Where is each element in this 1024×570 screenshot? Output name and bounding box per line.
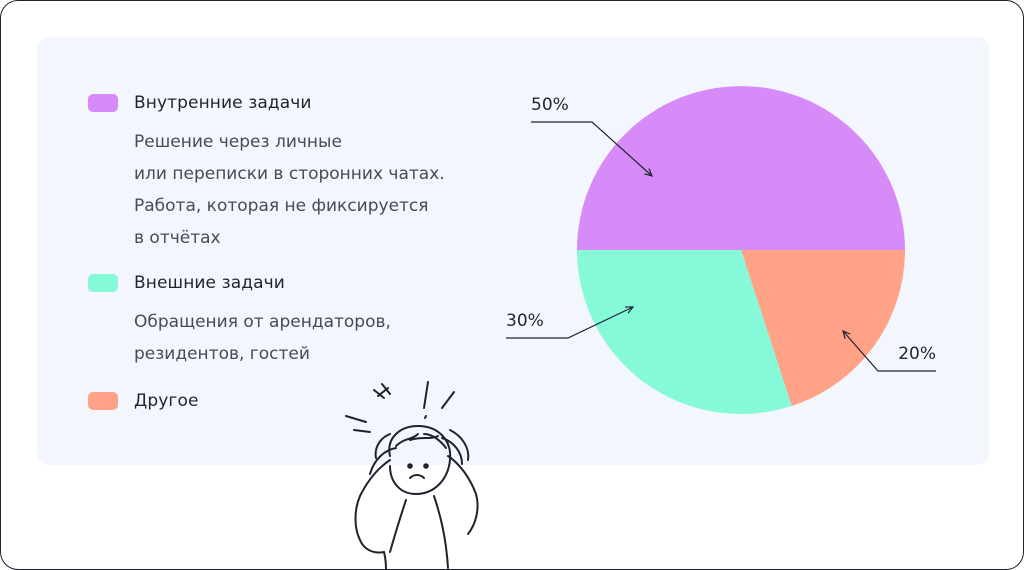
data-label-0: 50%: [531, 95, 569, 115]
legend-item-external: Внешние задачи Обращения от арендаторов,…: [88, 270, 391, 370]
data-label-2: 30%: [506, 311, 544, 331]
data-label-1: 20%: [898, 344, 936, 364]
leader-arrowhead-2: [624, 306, 635, 314]
legend-description-external: Обращения от арендаторов, резидентов, го…: [134, 306, 391, 370]
legend-item-internal: Внутренние задачи Решение через личные и…: [88, 90, 445, 254]
legend-description-line: в отчётах: [134, 228, 221, 248]
legend-swatch-internal: [88, 94, 118, 112]
leader-line-1: [842, 330, 936, 372]
leader-line-2: [506, 306, 634, 339]
legend-description-line: резидентов, гостей: [134, 344, 310, 364]
legend-label-internal: Внутренние задачи: [134, 93, 312, 113]
legend-swatch-other: [88, 392, 118, 410]
leader-arrowhead-1: [842, 329, 851, 339]
legend-label-other: Другое: [134, 391, 199, 411]
legend-description-internal: Решение через личные или переписки в сто…: [134, 126, 445, 254]
pie-slice-2: [577, 250, 792, 415]
legend-description-line: или переписки в сторонних чатах.: [134, 164, 445, 184]
legend-description-line: Обращения от арендаторов,: [134, 312, 391, 332]
leader-line-0: [531, 121, 653, 177]
pie-slice-1: [741, 250, 905, 406]
legend-description-line: Работа, которая не фиксируется: [134, 196, 429, 216]
legend-description-line: Решение через личные: [134, 132, 342, 152]
legend-item-other: Другое: [88, 388, 199, 414]
legend-swatch-external: [88, 274, 118, 292]
legend-label-external: Внешние задачи: [134, 273, 285, 293]
leader-arrowhead-0: [644, 168, 654, 177]
stressed-person-icon: [345, 381, 479, 570]
pie-slice-0: [577, 86, 905, 250]
